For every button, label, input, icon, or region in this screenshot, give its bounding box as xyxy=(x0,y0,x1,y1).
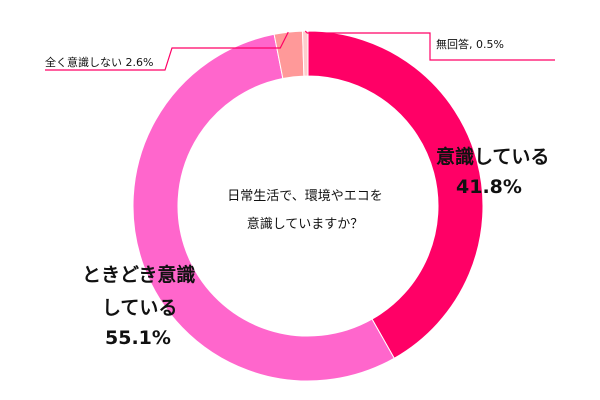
leader-line-muka xyxy=(304,30,555,61)
label-ishiki-value: 41.8% xyxy=(456,176,522,198)
label-tokidoki-value: 55.1% xyxy=(105,327,171,349)
label-ishiki: 意識している xyxy=(436,146,550,168)
label-mattaku: 全く意識しない 2.6% xyxy=(45,56,154,69)
slice-3 xyxy=(301,30,309,77)
label-tokidoki-line1: ときどき意識 xyxy=(82,264,196,286)
chart-title-line-2: 意識していますか？ xyxy=(246,217,364,232)
chart-title-line-1: 日常生活で、環境やエコを xyxy=(227,189,383,204)
label-tokidoki-line2: している xyxy=(102,297,178,319)
slice-1 xyxy=(132,33,395,382)
slice-0 xyxy=(307,30,484,359)
leader-line-mattaku xyxy=(45,31,289,71)
label-muka: 無回答, 0.5% xyxy=(436,38,504,51)
